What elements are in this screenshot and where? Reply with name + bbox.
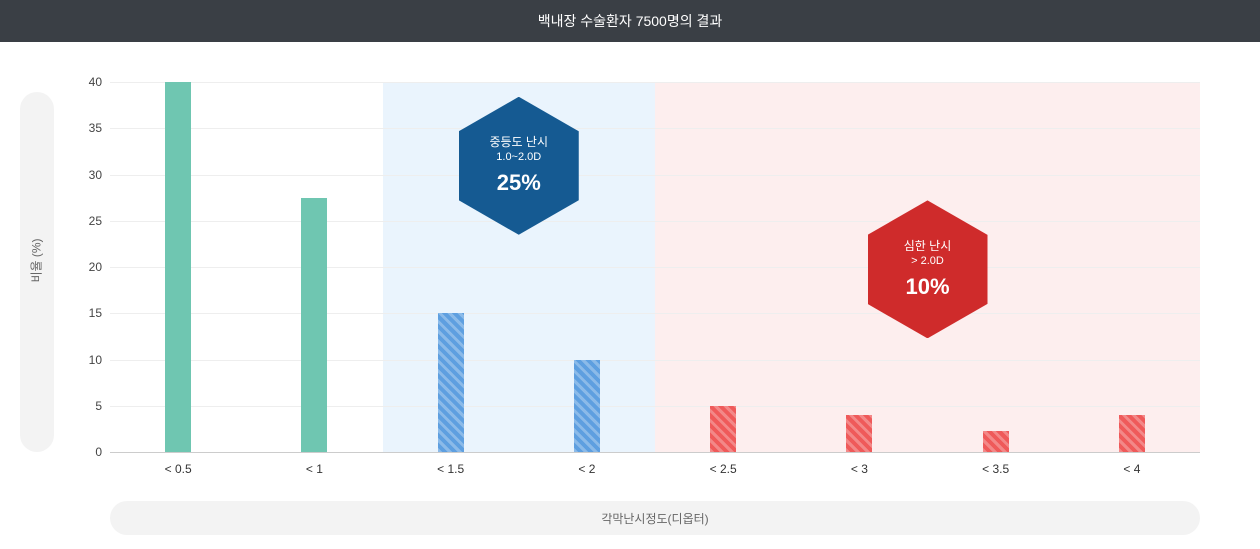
callout-title: 심한 난시 — [904, 239, 952, 254]
x-tick-label: < 1 — [306, 462, 323, 476]
chart-title: 백내장 수술환자 7500명의 결과 — [538, 11, 723, 31]
grid-line — [110, 221, 1200, 222]
bar — [983, 431, 1009, 452]
grid-line — [110, 313, 1200, 314]
bar — [1119, 415, 1145, 452]
bar — [438, 313, 464, 452]
chart-container: 비율 (%) 0510152025303540< 0.5< 1< 1.5< 2<… — [0, 42, 1260, 549]
grid-line — [110, 128, 1200, 129]
callout-pct: 25% — [497, 169, 541, 197]
x-tick-label: < 1.5 — [437, 462, 464, 476]
grid-line — [110, 175, 1200, 176]
x-tick-label: < 3 — [851, 462, 868, 476]
y-tick-label: 10 — [89, 353, 102, 367]
y-tick-label: 40 — [89, 75, 102, 89]
callout-title: 중등도 난시 — [489, 135, 548, 150]
y-tick-label: 35 — [89, 121, 102, 135]
grid-line — [110, 267, 1200, 268]
grid-line — [110, 406, 1200, 407]
y-axis-label: 비율 (%) — [28, 238, 45, 282]
grid-line — [110, 452, 1200, 453]
bar — [301, 198, 327, 452]
x-tick-label: < 4 — [1123, 462, 1140, 476]
callout-range: > 2.0D — [911, 255, 944, 269]
y-tick-label: 25 — [89, 214, 102, 228]
plot-area: 0510152025303540< 0.5< 1< 1.5< 2< 2.5< 3… — [110, 82, 1200, 452]
x-tick-label: < 2.5 — [710, 462, 737, 476]
x-axis-pill: 각막난시정도(디옵터) — [110, 501, 1200, 535]
callout-range: 1.0~2.0D — [496, 151, 541, 165]
y-tick-label: 20 — [89, 260, 102, 274]
bar — [574, 360, 600, 453]
callout-pct: 10% — [905, 273, 949, 301]
x-tick-label: < 0.5 — [165, 462, 192, 476]
y-tick-label: 5 — [95, 399, 102, 413]
grid-line — [110, 82, 1200, 83]
y-tick-label: 15 — [89, 306, 102, 320]
bar — [165, 82, 191, 452]
x-tick-label: < 2 — [578, 462, 595, 476]
y-tick-label: 30 — [89, 168, 102, 182]
y-tick-label: 0 — [95, 445, 102, 459]
x-tick-label: < 3.5 — [982, 462, 1009, 476]
grid-line — [110, 360, 1200, 361]
chart-title-bar: 백내장 수술환자 7500명의 결과 — [0, 0, 1260, 42]
bar — [846, 415, 872, 452]
bar — [710, 406, 736, 452]
x-axis-label: 각막난시정도(디옵터) — [601, 510, 708, 527]
